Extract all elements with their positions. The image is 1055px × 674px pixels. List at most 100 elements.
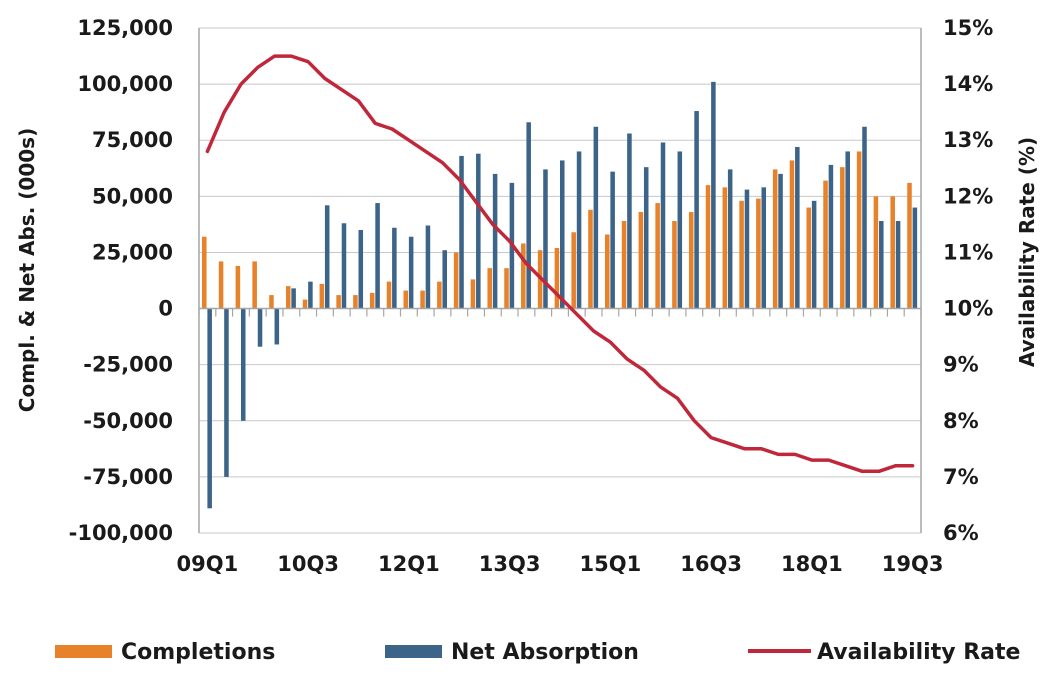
y-left-tick-label: 25,000	[92, 240, 173, 264]
completions-bar	[571, 232, 576, 309]
net-absorption-bar	[476, 153, 481, 309]
completions-bar	[521, 243, 526, 309]
net-absorption-bar	[459, 155, 464, 309]
completions-bar	[302, 299, 308, 309]
x-tick-label: 12Q1	[378, 552, 440, 576]
availability-line	[205, 54, 915, 474]
net-absorption-bar	[593, 126, 599, 309]
completions-bar	[655, 203, 660, 309]
net-absorption-bar	[879, 221, 884, 309]
completions-bar	[554, 247, 560, 309]
completions-bar	[336, 295, 341, 309]
x-tick-label: 15Q1	[580, 552, 642, 576]
y-left-tick-label: -25,000	[83, 353, 173, 377]
net-absorption-bar	[576, 151, 582, 309]
completions-bar	[218, 261, 224, 309]
net-absorption-bar	[643, 167, 649, 309]
completions-bar	[487, 268, 492, 309]
completions-bar	[470, 279, 476, 309]
net-absorption-bar	[660, 142, 666, 309]
net-absorption-bar	[811, 200, 817, 309]
legend: Completions Net Absorption Availability Ra…	[55, 640, 1020, 665]
net-absorption-bar	[408, 236, 414, 309]
completions-bar	[369, 292, 375, 309]
y-right-tick-label: 15%	[943, 16, 993, 40]
net-absorption-bar	[341, 223, 347, 309]
net-absorption-bar	[610, 171, 615, 309]
completions-bar	[319, 283, 325, 309]
completions-bar	[705, 185, 711, 309]
completions-bar	[588, 209, 593, 309]
completions-bar	[823, 180, 828, 309]
y-left-tick-label: -50,000	[83, 409, 173, 433]
net-absorption-bar	[694, 111, 699, 309]
right-axis-tick-labels: 15% 14% 13% 12% 11% 10% 9% 8% 7% 6%	[943, 16, 993, 545]
completions-bar	[688, 212, 694, 309]
completions-bar	[756, 198, 761, 309]
y-left-tick-label: 50,000	[92, 184, 173, 208]
completions-bar	[403, 290, 409, 309]
net-absorption-bar	[425, 225, 431, 309]
legend-label: Completions	[121, 640, 275, 665]
net-absorption-bar	[526, 122, 531, 309]
net-absorption-bar	[358, 230, 364, 309]
net-absorption-bar	[224, 308, 229, 477]
y-right-tick-label: 13%	[943, 128, 993, 152]
x-tick-label: 18Q1	[781, 552, 843, 576]
y-left-tick-label: -75,000	[83, 465, 173, 489]
bar-marks	[202, 81, 918, 509]
y-right-tick-label: 7%	[943, 465, 979, 489]
x-axis-tick-labels: 09Q1 10Q3 12Q1 13Q3 15Q1 16Q3 18Q1 19Q3	[177, 552, 944, 576]
y-left-tick-label: -100,000	[69, 521, 173, 545]
completions-bar	[437, 281, 442, 309]
availability-rate-line	[205, 54, 915, 474]
net-absorption-bar	[677, 151, 683, 309]
completions-bar	[806, 207, 812, 309]
completions-bar	[252, 261, 257, 309]
left-axis-tick-labels: 125,000 100,000 75,000 50,000 25,000 0 -25,000…	[69, 16, 173, 545]
net-absorption-bar	[795, 146, 800, 309]
completions-bar	[353, 295, 358, 309]
net-absorption-bar	[895, 221, 901, 309]
legend-label: Net Absorption	[451, 640, 639, 665]
net-absorption-bar	[492, 173, 498, 309]
net-absorption-bar	[711, 81, 716, 309]
completions-bar	[235, 265, 241, 309]
net-absorption-bar	[627, 133, 632, 309]
y-right-tick-label: 9%	[943, 353, 979, 377]
left-axis-title: Compl. & Net Abs. (000s)	[15, 128, 39, 412]
legend-swatch	[55, 645, 112, 658]
net-absorption-bar	[727, 169, 733, 309]
completions-bar	[890, 196, 895, 309]
completions-bar	[504, 268, 509, 309]
completions-bar	[789, 160, 795, 309]
net-absorption-bar	[207, 308, 212, 509]
completions-bar	[604, 234, 610, 309]
net-absorption-bar	[442, 250, 447, 309]
net-absorption-bar	[543, 169, 548, 309]
y-left-tick-label: 0	[158, 297, 173, 321]
x-tick-label: 16Q3	[680, 552, 742, 576]
right-axis-title: Availability Rate (%)	[1015, 137, 1039, 367]
net-absorption-bar	[560, 160, 565, 309]
x-tick-label: 13Q3	[479, 552, 541, 576]
completions-bar	[285, 286, 291, 309]
y-left-tick-label: 75,000	[92, 128, 173, 152]
y-right-tick-label: 14%	[943, 72, 993, 96]
net-absorption-bar	[274, 308, 280, 345]
y-right-tick-label: 12%	[943, 184, 993, 208]
y-right-tick-label: 8%	[943, 409, 979, 433]
axes	[198, 28, 922, 533]
completions-bar	[840, 167, 845, 309]
legend-swatch	[385, 645, 442, 658]
net-absorption-bar	[257, 308, 263, 347]
completions-bar	[856, 151, 862, 309]
completions-bar	[621, 221, 627, 309]
net-absorption-bar	[324, 205, 330, 309]
net-absorption-bar	[845, 151, 850, 309]
y-right-tick-label: 10%	[943, 297, 993, 321]
net-absorption-bar	[392, 227, 397, 309]
net-absorption-bar	[862, 126, 867, 309]
completions-bar	[907, 182, 912, 309]
completions-bar	[672, 221, 677, 309]
